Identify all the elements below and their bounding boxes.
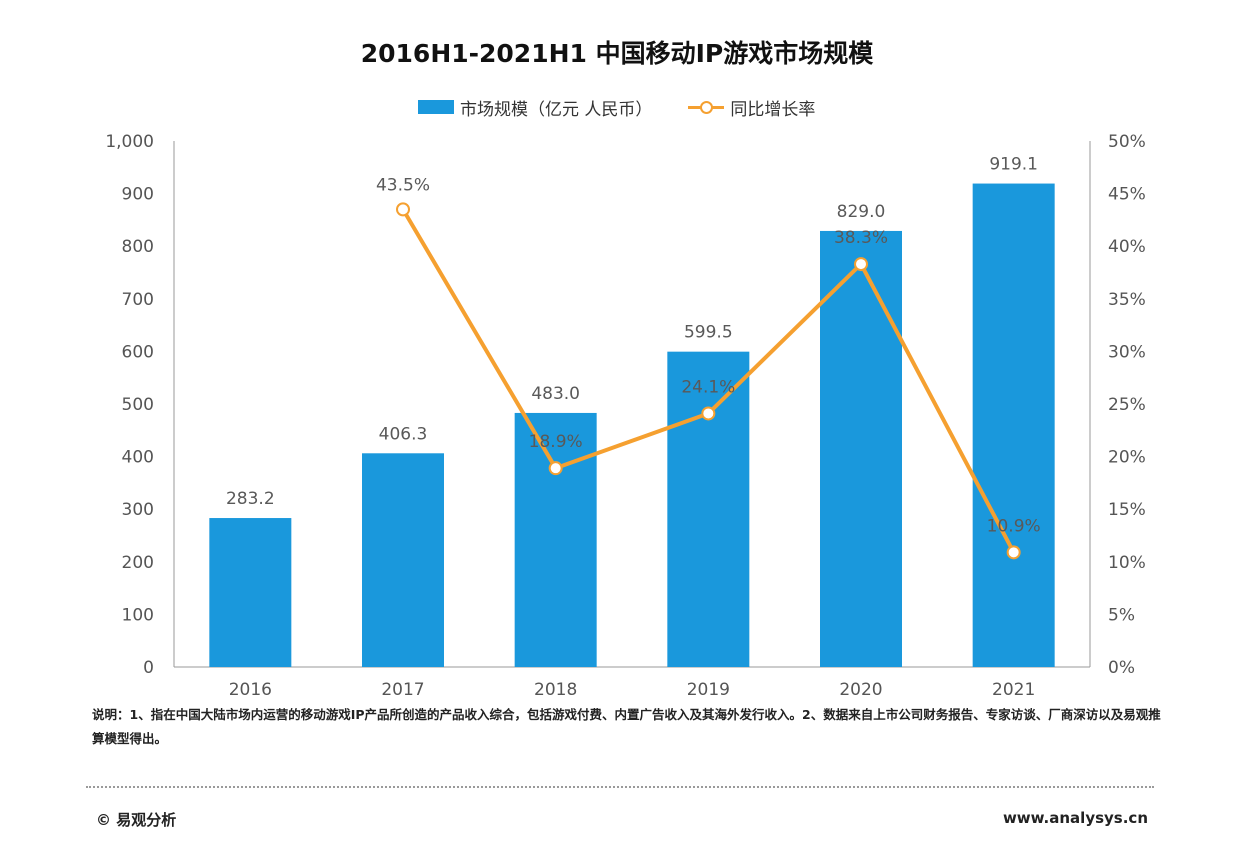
legend-line-label: 同比增长率	[730, 99, 816, 120]
growth-rate-point	[548, 461, 563, 476]
combo-chart: 0 100 200 300 400 500 600 700 800 900 1,000 0% 5% 10%…	[105, 132, 1146, 700]
bar-data-label: 483.0	[531, 384, 580, 404]
y-left-tick-label: 800	[122, 237, 154, 257]
bar-data-label: 283.2	[226, 489, 275, 509]
copyright-text: © 易观分析	[96, 811, 177, 829]
bar	[667, 351, 750, 667]
x-tick-label: 2019	[687, 680, 730, 700]
growth-rate-label: 24.1%	[681, 377, 735, 397]
growth-rate-point	[701, 406, 716, 421]
y-left-tick-label: 500	[122, 395, 154, 415]
bar	[972, 183, 1055, 667]
bar-data-label: 599.5	[684, 323, 733, 343]
y-left-tick-label: 700	[122, 290, 154, 310]
y-right-tick-label: 40%	[1108, 237, 1146, 257]
growth-rate-label: 38.3%	[834, 228, 888, 248]
bar-data-label: 406.3	[379, 424, 428, 444]
divider	[86, 786, 1154, 788]
x-tick-label: 2016	[229, 680, 272, 700]
y-right-tick-label: 30%	[1108, 342, 1146, 362]
bar	[820, 230, 902, 668]
y-left-tick-label: 200	[122, 553, 154, 573]
growth-rate-point	[854, 257, 868, 272]
x-tick-label: 2018	[534, 680, 577, 700]
footnote: 说明：1、指在中国大陆市场内运营的移动游戏IP产品所创造的产品收入综合，包括游戏…	[92, 707, 1161, 746]
y-right-tick-label: 5%	[1108, 605, 1135, 625]
y-left-tick-label: 300	[122, 500, 154, 520]
y-right-tick-label: 35%	[1108, 290, 1146, 310]
y-right-tick-label: 45%	[1108, 185, 1146, 205]
x-tick-label: 2020	[839, 680, 882, 700]
y-right-tick-label: 0%	[1108, 658, 1135, 678]
growth-rate-point	[396, 202, 410, 217]
y-left-tick-label: 900	[122, 185, 154, 205]
y-right-tick-label: 50%	[1108, 132, 1146, 152]
legend-item-bar: 市场规模（亿元 人民币）	[418, 95, 652, 120]
bar	[514, 412, 597, 667]
x-tick-label: 2017	[381, 680, 424, 700]
growth-rate-label: 18.9%	[529, 432, 583, 452]
y-right-tick-label: 15%	[1108, 500, 1146, 520]
y-right-tick-label: 10%	[1108, 553, 1146, 573]
y-left-tick-label: 400	[122, 448, 154, 468]
growth-rate-label: 43.5%	[376, 175, 430, 195]
growth-rate-label: 10.9%	[987, 516, 1041, 536]
bar-data-label: 829.0	[837, 202, 886, 222]
legend-item-line: 同比增长率	[688, 95, 815, 120]
growth-rate-point	[1006, 545, 1021, 560]
y-right-tick-label: 20%	[1108, 448, 1146, 468]
y-left-tick-label: 1,000	[105, 132, 154, 152]
chart-legend: 市场规模（亿元 人民币） 同比增长率	[418, 95, 851, 120]
chart-title: 2016H1-2021H1 中国移动IP游戏市场规模	[360, 39, 874, 68]
legend-line-swatch	[688, 100, 725, 114]
y-left-tick-label: 0	[143, 658, 154, 678]
y-right-tick-label: 25%	[1108, 395, 1146, 415]
x-tick-label: 2021	[992, 680, 1035, 700]
y-left-tick-label: 600	[122, 342, 154, 362]
bar	[362, 453, 444, 667]
y-left-tick-label: 100	[122, 605, 154, 625]
bar-data-label: 919.1	[989, 155, 1038, 175]
bar	[209, 518, 292, 667]
website-text: www.analysys.cn	[1002, 809, 1148, 827]
legend-bar-label: 市场规模（亿元 人民币）	[460, 99, 653, 120]
legend-bar-swatch	[418, 100, 454, 114]
